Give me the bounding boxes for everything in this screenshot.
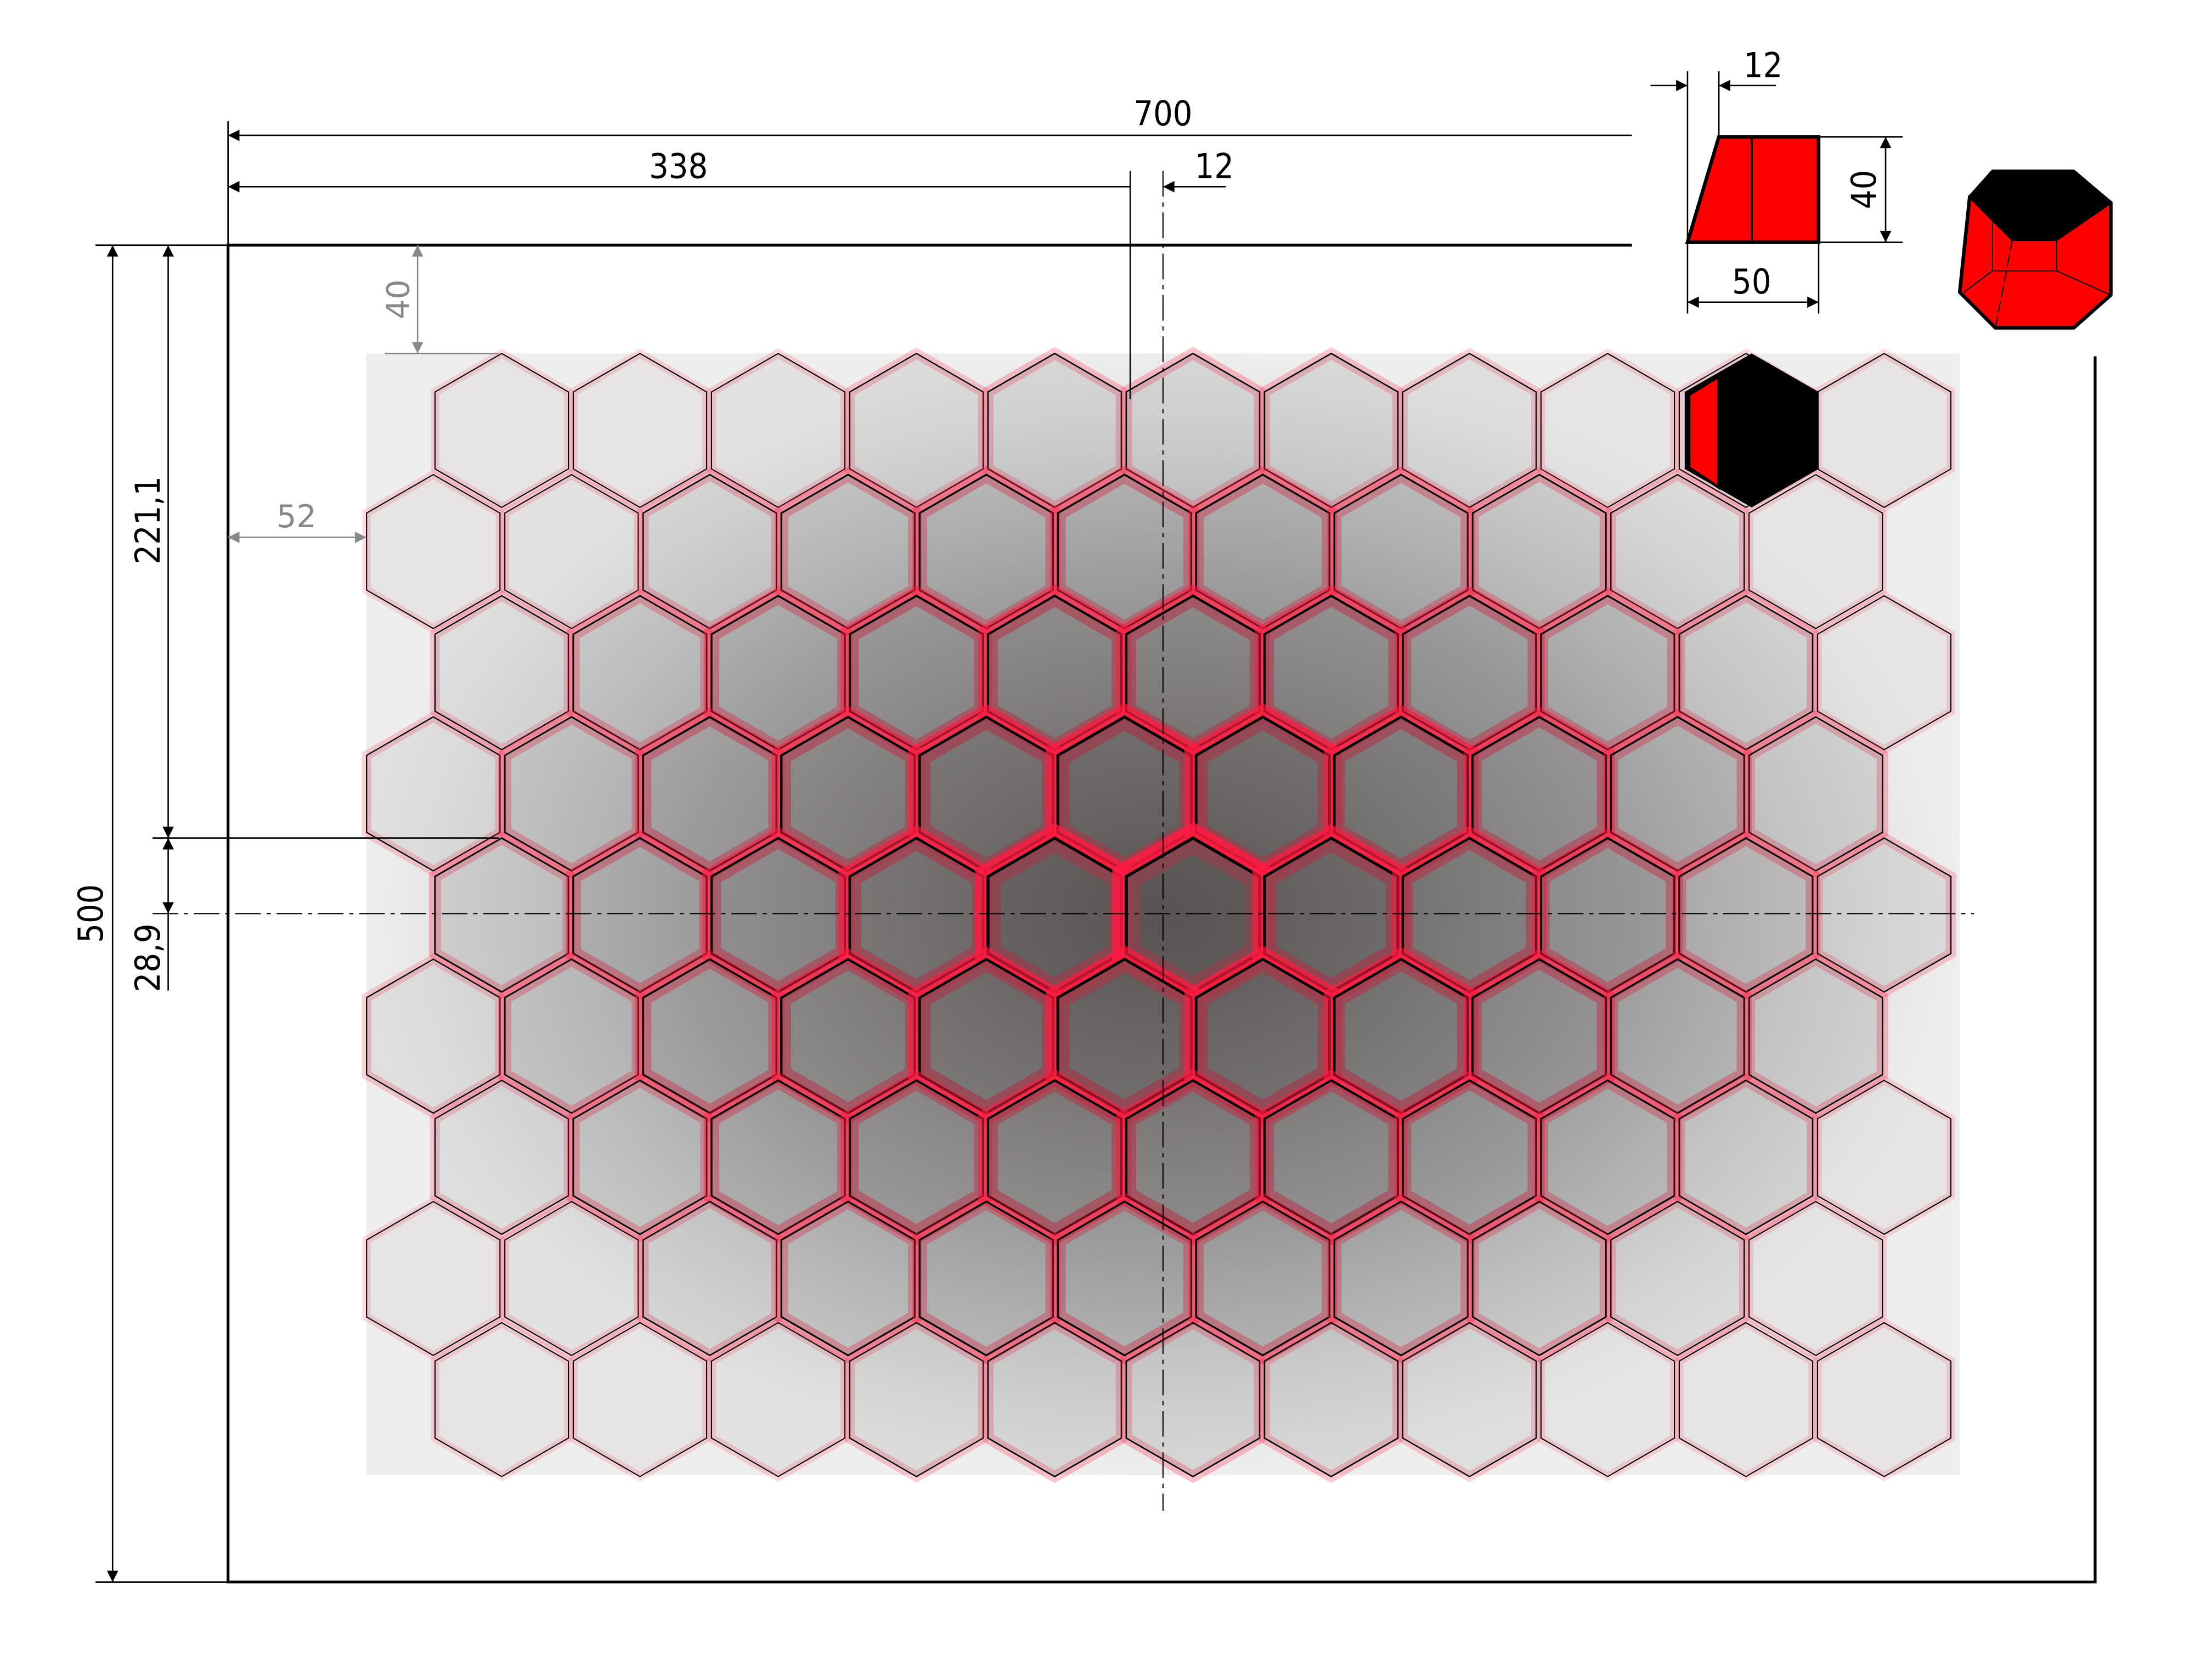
hex-tile	[1125, 1322, 1261, 1477]
hex-tile	[366, 1200, 501, 1356]
hex-tile	[1748, 958, 1883, 1114]
hex-tile	[1678, 595, 1814, 751]
hex-tile	[642, 473, 777, 630]
hex-tile	[504, 473, 639, 629]
hex-tile	[1540, 1322, 1675, 1477]
hex-tile	[1471, 1200, 1607, 1357]
hex-tile	[572, 595, 708, 751]
hex-tile	[642, 1200, 777, 1357]
hex-tile	[1402, 1322, 1537, 1477]
hex-tile	[572, 1322, 708, 1477]
dim-left-margin: 52	[276, 499, 317, 535]
dimension-lines	[95, 121, 1632, 1583]
hex-tile	[504, 958, 639, 1114]
hex-tile	[1057, 1200, 1193, 1357]
hex-tile	[1610, 715, 1746, 872]
center-lines	[152, 171, 1974, 1511]
dim-overall-width: 700	[1133, 94, 1192, 134]
hex-tile	[1263, 352, 1399, 509]
hex-tile	[1540, 353, 1675, 509]
dim-top-to-row: 221,1	[128, 476, 168, 565]
hex-tile	[366, 716, 501, 872]
hex-tile	[366, 473, 501, 629]
hex-tile	[1333, 1200, 1469, 1357]
dim-chamfer: 12	[1743, 45, 1782, 85]
hex-tile	[1263, 1322, 1399, 1477]
hex-tile	[1195, 1200, 1331, 1357]
hex-tile	[1748, 473, 1883, 629]
hex-tile	[1610, 1200, 1745, 1356]
hex-tile	[1748, 716, 1883, 872]
hex-tile	[1678, 837, 1814, 993]
hex-tile	[434, 1322, 569, 1477]
hex-tile	[1471, 473, 1607, 630]
dim-tile-height: 40	[1844, 170, 1884, 209]
hex-tile	[987, 352, 1122, 509]
hex-tile	[434, 353, 569, 509]
hex-tile	[849, 352, 984, 509]
hex-tile-grid	[362, 347, 1956, 1483]
hex-tile	[1610, 473, 1745, 630]
hex-tile	[1816, 595, 1952, 751]
hex-tile	[1540, 1079, 1675, 1235]
hex-tile	[849, 1322, 984, 1477]
hex-tile	[780, 1200, 916, 1357]
hex-tile	[1816, 1080, 1952, 1235]
tile-3d-view	[1957, 170, 2113, 330]
hex-tile	[987, 1322, 1122, 1477]
dim-left-to-axis: 338	[649, 146, 708, 187]
hex-tile	[918, 1200, 1054, 1357]
hex-tile	[1678, 1079, 1814, 1235]
hex-tile	[1402, 1079, 1537, 1235]
hex-tile	[504, 1200, 639, 1356]
dim-top-margin: 40	[381, 279, 417, 319]
margin-dimension-lines	[228, 245, 499, 543]
hex-tile	[434, 837, 569, 993]
hex-tile	[1471, 958, 1607, 1115]
hex-tile	[572, 1079, 708, 1235]
hex-tile	[710, 1322, 846, 1477]
hex-tile	[366, 958, 501, 1114]
hex-tile	[1748, 1200, 1883, 1356]
hex-tile	[1816, 837, 1952, 993]
hex-tile	[1610, 958, 1746, 1114]
hex-tile	[434, 1079, 569, 1235]
hex-tile	[1125, 352, 1261, 509]
hex-tile	[1402, 352, 1537, 509]
hex-tile	[434, 595, 569, 751]
dim-overall-height: 500	[71, 884, 111, 943]
hex-tile	[1678, 1322, 1814, 1477]
hex-tile	[1263, 1079, 1400, 1236]
dim-tile-width: 50	[1732, 262, 1771, 302]
hex-tile	[1816, 1322, 1952, 1477]
tile-profile-detail: 12 40 50	[1650, 45, 1903, 314]
hex-tile	[572, 353, 708, 509]
dim-offset-small: 12	[1195, 146, 1234, 187]
hex-tile	[504, 716, 639, 872]
highlighted-tile	[1684, 353, 1819, 507]
dim-row-offset: 28,9	[128, 923, 168, 992]
hex-tile	[710, 353, 846, 509]
